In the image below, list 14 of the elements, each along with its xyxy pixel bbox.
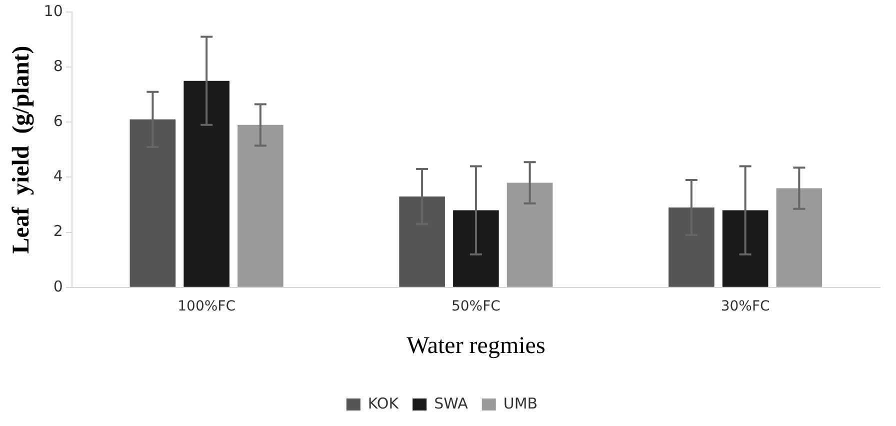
y-tick-label: 0 — [53, 277, 63, 296]
x-tick-label: 100%FC — [178, 298, 236, 314]
x-axis-title: Water regmies — [406, 332, 546, 359]
x-tick-label: 50%FC — [451, 298, 501, 314]
y-axis-title: Leaf yield (g/plant) — [8, 46, 35, 254]
y-tick-label: 2 — [53, 222, 63, 240]
x-tick-label: 30%FC — [720, 298, 770, 314]
y-tick-label: 6 — [53, 112, 63, 130]
legend-label: SWA — [434, 394, 469, 412]
legend-label: UMB — [503, 394, 538, 412]
y-tick-label: 4 — [53, 167, 63, 186]
legend-label: KOK — [368, 394, 400, 412]
y-tick-label: 8 — [53, 56, 63, 75]
y-tick-label: 10 — [44, 2, 63, 20]
